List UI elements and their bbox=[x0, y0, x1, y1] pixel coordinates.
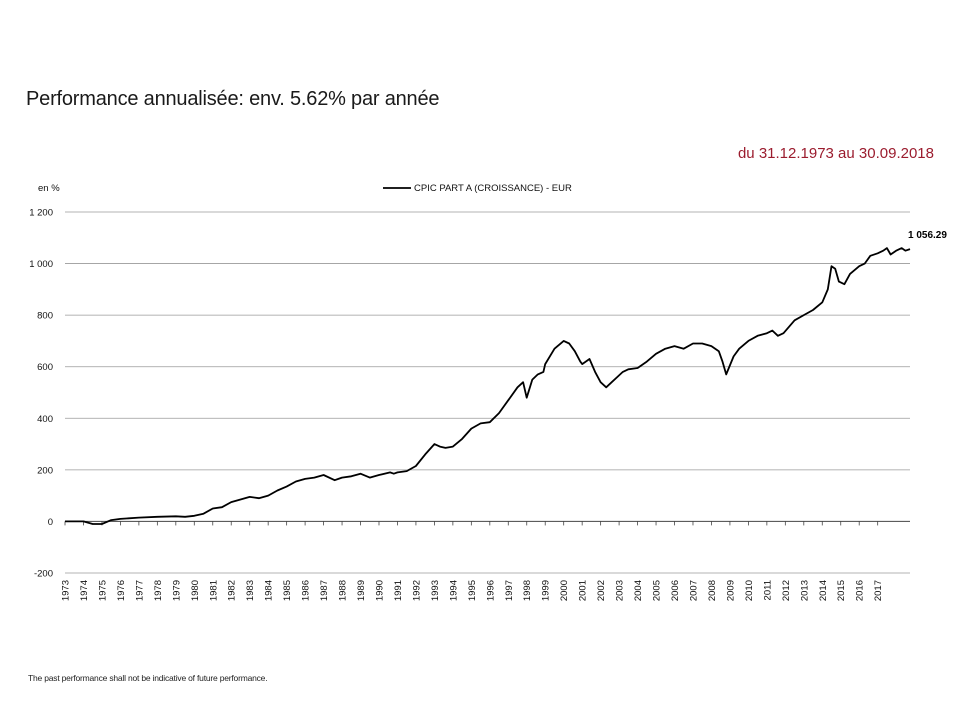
x-tick-label: 1984 bbox=[264, 580, 275, 601]
x-tick-label: 1983 bbox=[245, 580, 256, 601]
x-tick-label: 1991 bbox=[393, 580, 404, 601]
x-tick-label: 1977 bbox=[134, 580, 145, 601]
x-tick-label: 1987 bbox=[319, 580, 330, 601]
x-tick-label: 1975 bbox=[97, 580, 108, 601]
end-value-label: 1 056.29 bbox=[908, 230, 947, 241]
x-tick-label: 2000 bbox=[559, 580, 570, 601]
x-tick-label: 2013 bbox=[799, 580, 810, 601]
x-tick-label: 1998 bbox=[522, 580, 533, 601]
y-tick-label: 400 bbox=[37, 414, 53, 425]
x-tick-label: 2004 bbox=[633, 580, 644, 601]
x-tick-label: 1979 bbox=[171, 580, 182, 601]
x-tick-label: 2001 bbox=[578, 580, 589, 601]
y-tick-label: 1 000 bbox=[29, 259, 53, 270]
series-layer bbox=[65, 247, 911, 525]
x-tick-label: 2017 bbox=[873, 580, 884, 601]
x-tick-label: 1990 bbox=[374, 580, 385, 601]
x-tick-label: 1981 bbox=[208, 580, 219, 601]
x-tick-label: 1978 bbox=[153, 580, 164, 601]
series-line bbox=[65, 247, 911, 525]
x-tick-label: 1999 bbox=[541, 580, 552, 601]
x-tick-label: 2012 bbox=[781, 580, 792, 601]
x-tick-label: 1980 bbox=[190, 580, 201, 601]
x-axis-ticks: 1973 1974 1975 1976 1977 1978 1979 1980 1981 1982… bbox=[61, 521, 884, 601]
x-tick-label: 1994 bbox=[448, 580, 459, 601]
y-tick-label: 200 bbox=[37, 465, 53, 476]
y-axis-unit-label: en % bbox=[38, 183, 60, 194]
x-tick-label: 2002 bbox=[596, 580, 607, 601]
x-tick-label: 2008 bbox=[707, 580, 718, 601]
x-tick-label: 1988 bbox=[338, 580, 349, 601]
x-tick-label: 1973 bbox=[61, 580, 72, 601]
x-tick-label: 1976 bbox=[116, 580, 127, 601]
y-tick-label: 0 bbox=[48, 517, 53, 528]
legend-label: CPIC PART A (CROISSANCE) - EUR bbox=[414, 183, 572, 194]
y-tick-label: 600 bbox=[37, 362, 53, 373]
x-tick-label: 2003 bbox=[615, 580, 626, 601]
gridlines bbox=[65, 211, 910, 574]
x-tick-label: 2014 bbox=[818, 580, 829, 601]
y-tick-label: 800 bbox=[37, 311, 53, 322]
chart-title: Performance annualisée: env. 5.62% par a… bbox=[26, 88, 440, 110]
x-tick-label: 1993 bbox=[430, 580, 441, 601]
x-tick-label: 2009 bbox=[725, 580, 736, 601]
x-tick-label: 1986 bbox=[301, 580, 312, 601]
x-tick-label: 2007 bbox=[688, 580, 699, 601]
x-tick-label: 1996 bbox=[485, 580, 496, 601]
x-tick-label: 1992 bbox=[411, 580, 422, 601]
period-label: du 31.12.1973 au 30.09.2018 bbox=[737, 145, 934, 162]
x-tick-label: 1997 bbox=[504, 580, 515, 601]
x-tick-label: 1974 bbox=[79, 580, 90, 601]
y-tick-label: 1 200 bbox=[29, 208, 53, 219]
x-tick-label: 2015 bbox=[836, 580, 847, 601]
x-tick-label: 2006 bbox=[670, 580, 681, 601]
x-tick-label: 2010 bbox=[744, 580, 755, 601]
y-tick-label: -200 bbox=[34, 569, 53, 580]
x-tick-label: 1982 bbox=[227, 580, 238, 601]
legend: CPIC PART A (CROISSANCE) - EUR bbox=[383, 183, 572, 194]
x-tick-label: 1995 bbox=[467, 580, 478, 601]
disclaimer: The past performance shall not be indica… bbox=[28, 673, 268, 683]
x-tick-label: 1985 bbox=[282, 580, 293, 601]
x-tick-label: 2016 bbox=[855, 580, 866, 601]
x-tick-label: 1989 bbox=[356, 580, 367, 601]
x-tick-label: 2005 bbox=[652, 580, 663, 601]
x-tick-label: 2011 bbox=[762, 580, 773, 600]
y-axis-ticks: 1 200 1 000 800 600 400 200 0 -200 bbox=[29, 208, 53, 580]
